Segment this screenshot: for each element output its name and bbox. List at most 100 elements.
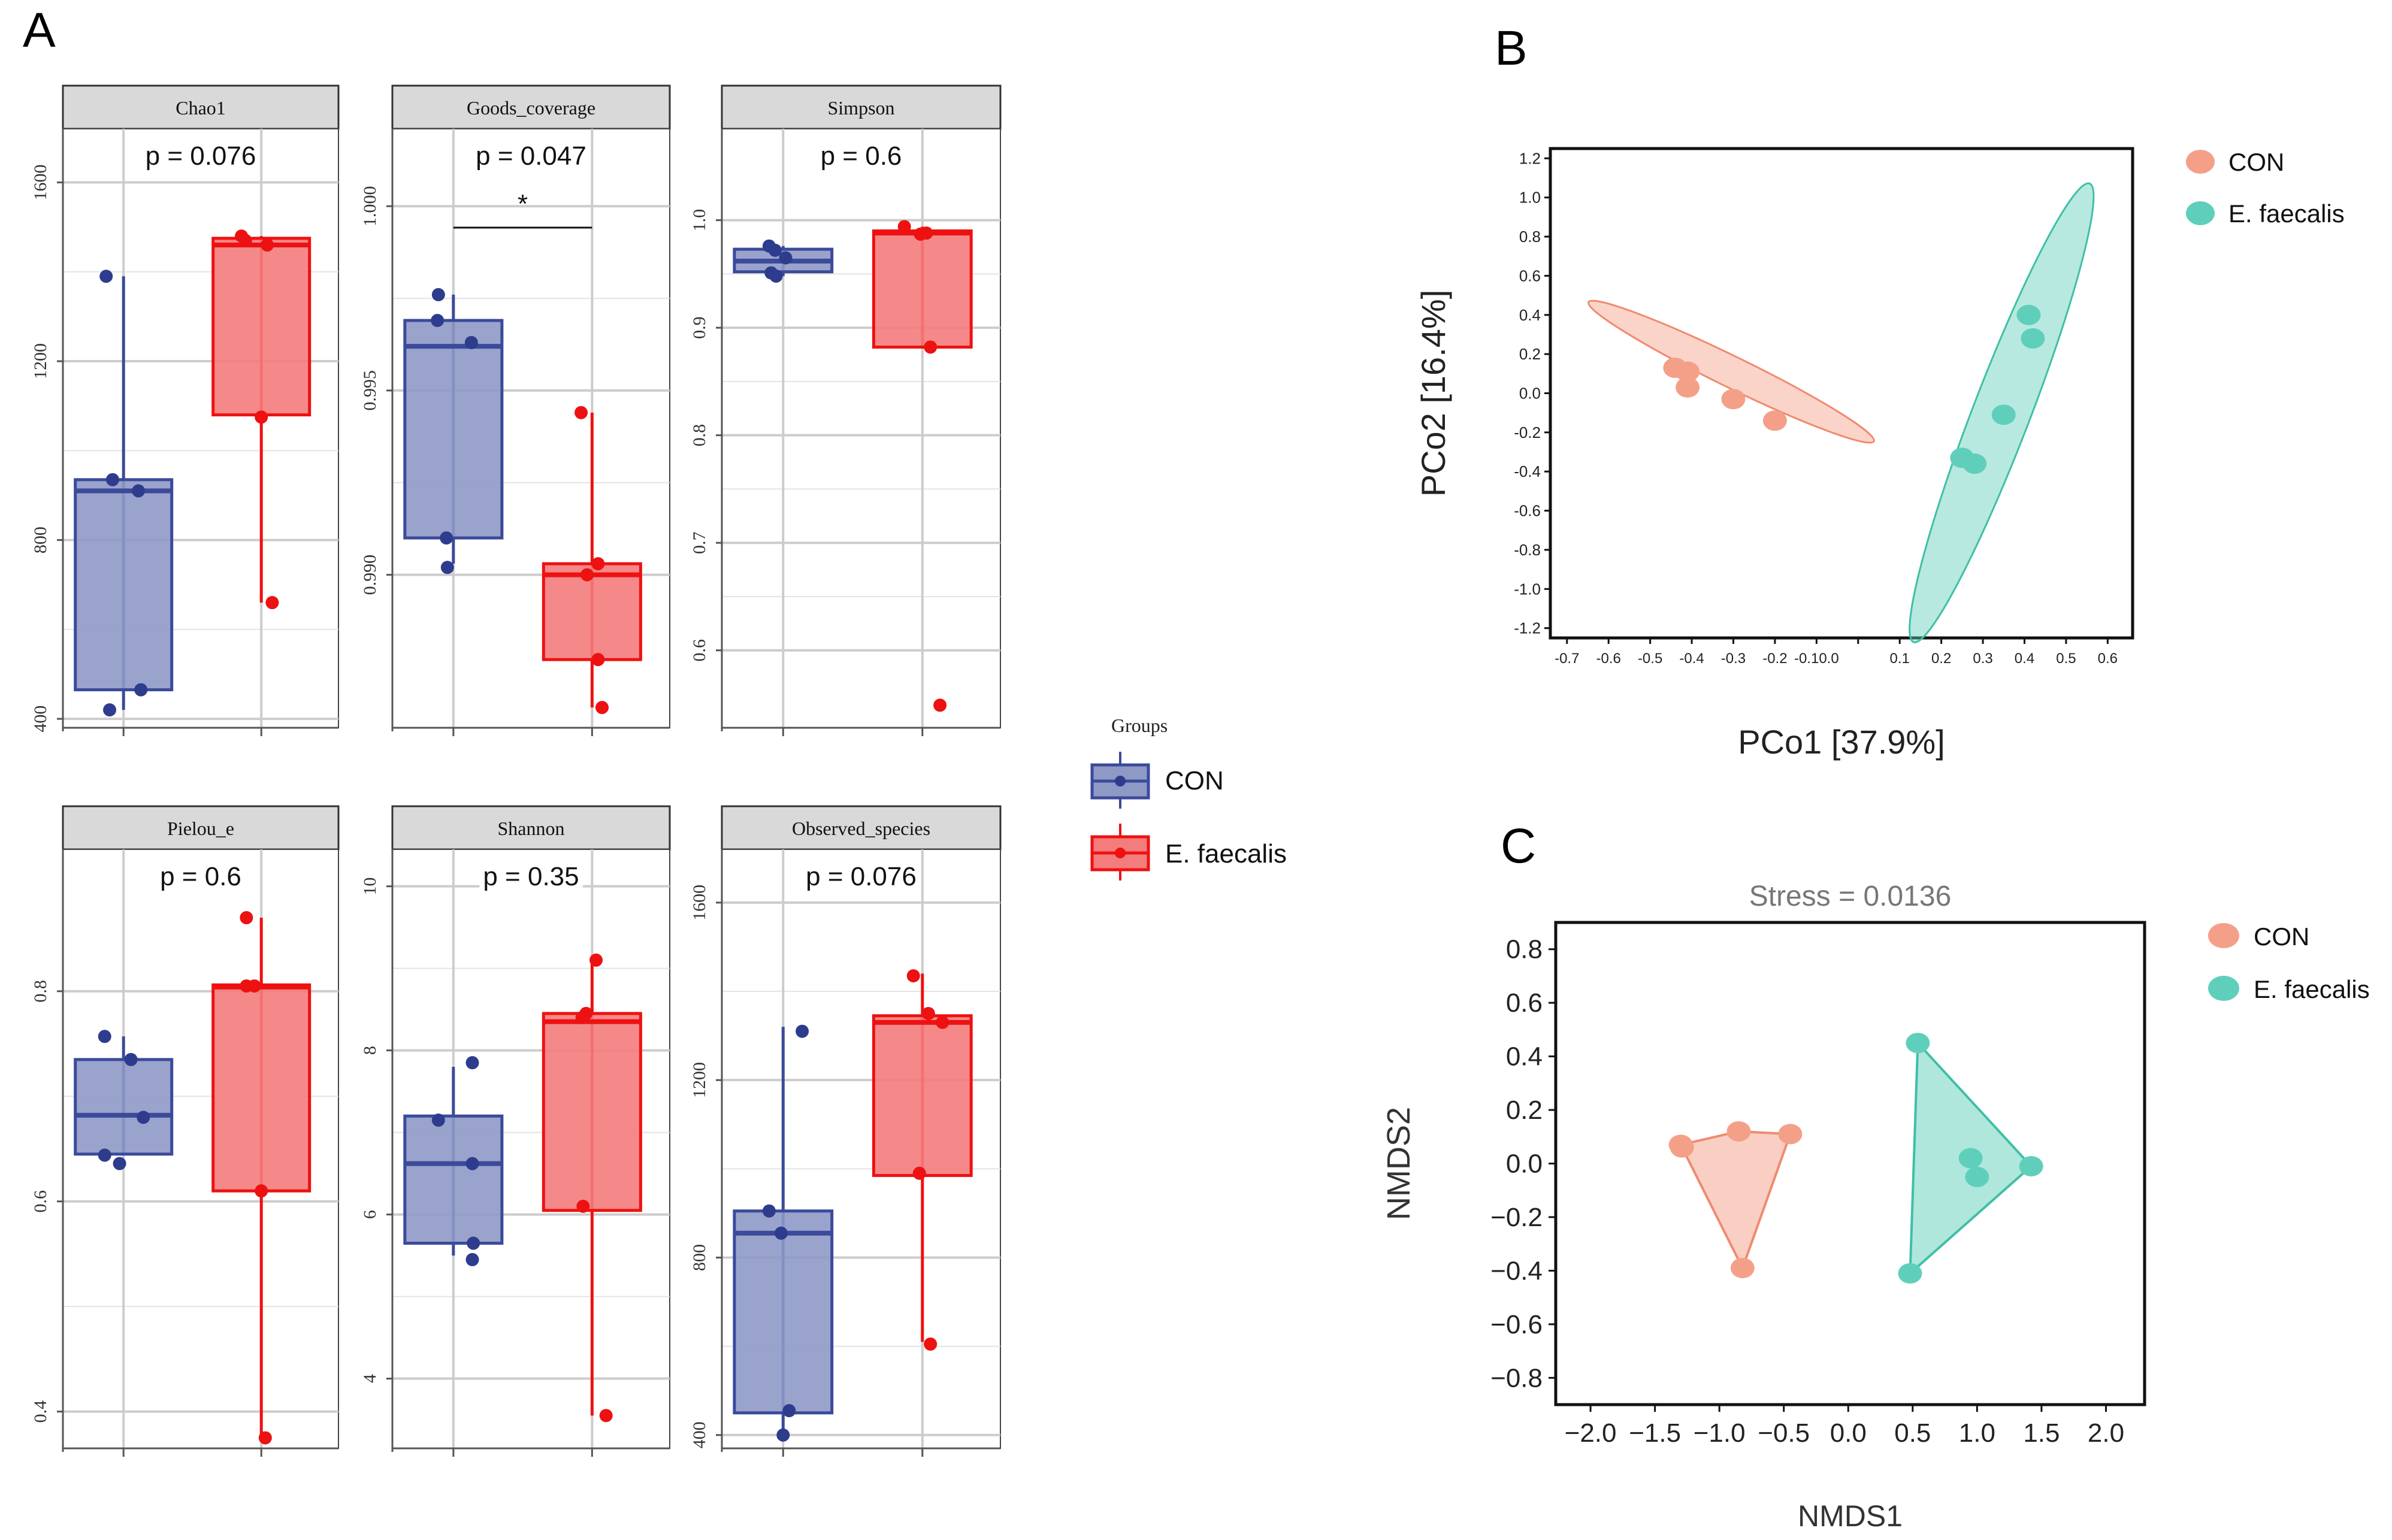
y-tick-label: -0.2: [1514, 423, 1541, 441]
p-value-background: [479, 861, 583, 892]
legend-groups-title: Groups: [1111, 715, 1168, 736]
x-tick-label: −2.0: [1565, 1418, 1617, 1448]
x-tick-label: -0.7: [1555, 651, 1579, 667]
data-point: [897, 220, 911, 234]
significance-star: *: [518, 189, 528, 219]
legend-nmds-ef-label: E. faecalis: [2254, 975, 2370, 1003]
data-point: [431, 288, 445, 301]
p-value-background: [817, 140, 906, 172]
y-tick-label: 400: [31, 706, 50, 733]
data-point: [768, 243, 782, 257]
legend-pcoa: CON E. faecalis: [2186, 148, 2345, 228]
x-tick-label: 2.0: [2088, 1418, 2124, 1448]
y-tick-label: 0.2: [1506, 1096, 1543, 1125]
box: [733, 1209, 834, 1415]
box: [403, 319, 504, 540]
data-point: [580, 568, 594, 582]
strip-title: Observed_species: [792, 818, 930, 839]
data-point: [776, 1428, 790, 1442]
p-value-background: [472, 140, 590, 172]
p-value-label: p = 0.6: [160, 862, 241, 891]
pcoa-x-label: PCo1 [37.9%]: [1738, 723, 1945, 761]
panel-label-a: A: [23, 3, 56, 58]
nmds-x-label: NMDS1: [1798, 1499, 1903, 1533]
y-tick-label: 400: [690, 1421, 709, 1448]
data-point: [255, 410, 268, 424]
nmds-point: [1670, 1137, 1694, 1158]
nmds-point: [1726, 1121, 1751, 1142]
box-group-efaecalis: [872, 969, 973, 1351]
x-tick-label: -0.3: [1721, 651, 1746, 667]
x-tick-label: 0.2: [1931, 651, 1951, 667]
data-point: [796, 1024, 809, 1038]
data-point: [591, 557, 605, 571]
x-tick-label: −0.5: [1758, 1418, 1810, 1448]
y-tick-label: 0.7: [690, 531, 709, 554]
data-point: [113, 1157, 126, 1170]
box-group-con: [733, 239, 834, 283]
legend-con-dot: [1115, 776, 1126, 786]
plot-area: [721, 128, 1001, 728]
x-tick-label: -0.6: [1596, 651, 1621, 667]
data-point: [779, 251, 793, 265]
legend-pcoa-ef-marker: [2186, 201, 2215, 225]
data-point: [589, 953, 603, 967]
box: [74, 478, 174, 692]
y-tick-label: 1.0: [690, 209, 709, 232]
x-tick-label: 0.1: [1890, 651, 1910, 667]
legend-con-label: CON: [1165, 766, 1224, 795]
data-point: [769, 269, 783, 283]
nmds-point: [1906, 1033, 1930, 1054]
p-value-label: p = 0.6: [821, 141, 902, 171]
box-group-efaecalis: [872, 220, 973, 712]
nmds-panel: 0.80.60.40.20.0−0.2−0.4−0.6−0.8−2.0 −1.5−…: [1381, 881, 2146, 1533]
y-tick-label: 1.2: [1519, 149, 1541, 167]
box-group-con: [74, 1030, 174, 1170]
y-tick-label: 1.0: [1519, 189, 1541, 207]
data-point: [920, 226, 933, 240]
pcoa-point: [1721, 389, 1746, 410]
box: [211, 237, 312, 417]
data-point: [782, 1404, 796, 1418]
y-tick-label: -1.2: [1514, 619, 1541, 637]
legend-nmds-con-marker: [2208, 923, 2239, 948]
boxplot-panels: Chao1 400 800 1200 1600 p = 0.076 Goods_covera…: [31, 84, 1002, 1457]
data-point: [98, 1030, 111, 1043]
y-tick-label: 0.8: [1506, 935, 1543, 964]
data-point: [103, 703, 117, 717]
data-point: [440, 561, 454, 574]
legend-nmds-ef-marker: [2208, 976, 2239, 1001]
y-tick-label: 1200: [31, 343, 50, 379]
boxplot-simpson: Simpson 0.6 0.7 0.8 0.9 1.0 p = 0.6: [690, 84, 1002, 736]
data-point: [465, 1056, 479, 1070]
strip-header: [62, 84, 340, 130]
y-tick-label: 0.2: [1519, 345, 1541, 363]
data-point: [579, 1006, 593, 1020]
y-tick-label: 0.6: [1519, 267, 1541, 285]
box-group-efaecalis: [542, 953, 642, 1423]
y-tick-label: 0.9: [690, 316, 709, 339]
data-point: [265, 596, 279, 610]
y-tick-label: 0.8: [1519, 228, 1541, 246]
strip-title: Simpson: [827, 97, 894, 119]
pcoa-point: [2021, 328, 2045, 349]
data-point: [247, 979, 261, 993]
y-tick-label: 1.000: [360, 186, 380, 226]
data-point: [134, 683, 148, 697]
pcoa-plot-area: [1549, 147, 2134, 640]
p-value-label: p = 0.35: [483, 862, 579, 891]
box: [542, 1012, 642, 1212]
boxplot-pielou_e: Pielou_e 0.4 0.6 0.8 p = 0.6: [31, 805, 340, 1457]
nmds-point: [2019, 1155, 2043, 1176]
legend-pcoa-con-label: CON: [2228, 148, 2284, 176]
data-point: [440, 531, 453, 545]
x-tick-label: 0.0: [1830, 1418, 1867, 1448]
data-point: [924, 1337, 938, 1351]
y-tick-label: 0.995: [360, 370, 380, 411]
data-point: [99, 270, 113, 283]
y-tick-label: 8: [360, 1046, 380, 1055]
y-tick-label: 0.4: [1506, 1042, 1543, 1072]
legend-nmds-con-label: CON: [2254, 922, 2309, 951]
boxplot-chao1: Chao1 400 800 1200 1600 p = 0.076: [31, 84, 340, 736]
